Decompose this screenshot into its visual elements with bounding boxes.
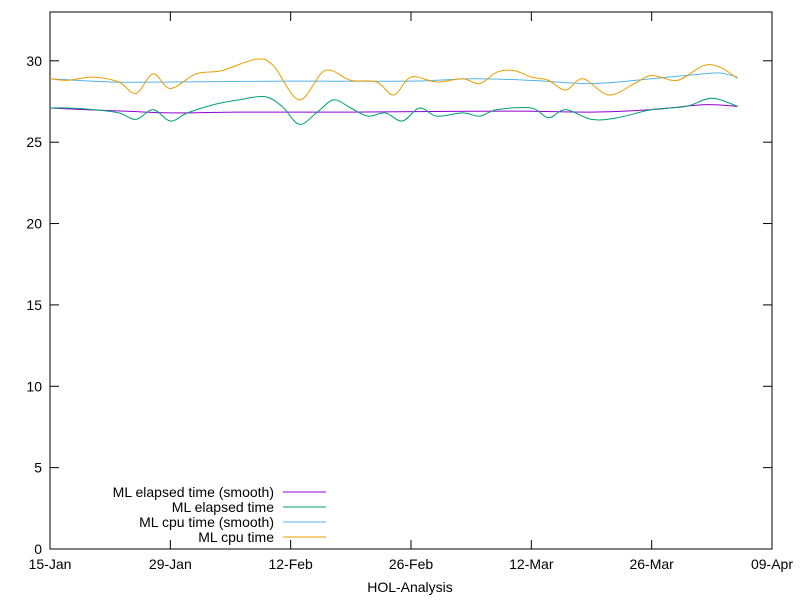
legend-label: ML elapsed time bbox=[172, 499, 274, 515]
series-line-ml-cpu-time bbox=[49, 58, 738, 101]
y-tick-label: 5 bbox=[34, 460, 42, 476]
legend-label: ML cpu time (smooth) bbox=[139, 514, 274, 530]
series-line-ml-cpu-time-smooth bbox=[49, 72, 738, 85]
x-tick-label: 09-Apr bbox=[751, 556, 793, 572]
x-tick-label: 12-Feb bbox=[268, 556, 313, 572]
legend: ML elapsed time (smooth)ML elapsed timeM… bbox=[113, 484, 326, 545]
x-axis-title: HOL-Analysis bbox=[367, 579, 453, 595]
axes-group: 0 5 10 15 20 25 30 15-Jan 29-Jan 12-Feb 26-Feb 12-M… bbox=[26, 11, 793, 572]
x-tick-label: 12-Mar bbox=[509, 556, 554, 572]
x-tick-label: 15-Jan bbox=[29, 556, 72, 572]
plot-area bbox=[49, 58, 738, 125]
x-tick-label: 29-Jan bbox=[149, 556, 192, 572]
legend-label: ML cpu time bbox=[198, 529, 274, 545]
y-tick-label: 25 bbox=[26, 134, 42, 150]
y-tick-label: 30 bbox=[26, 53, 42, 69]
x-tick-label: 26-Feb bbox=[389, 556, 434, 572]
plot-frame bbox=[49, 11, 773, 550]
y-tick-label: 15 bbox=[26, 297, 42, 313]
series-line-ml-elapsed-time bbox=[49, 95, 738, 125]
y-tick-label: 0 bbox=[34, 541, 42, 557]
x-tick-label: 26-Mar bbox=[629, 556, 674, 572]
y-tick-label: 20 bbox=[26, 216, 42, 232]
series-line-ml-elapsed-time-smooth bbox=[49, 104, 738, 114]
y-tick-label: 10 bbox=[26, 378, 42, 394]
legend-label: ML elapsed time (smooth) bbox=[113, 484, 274, 500]
